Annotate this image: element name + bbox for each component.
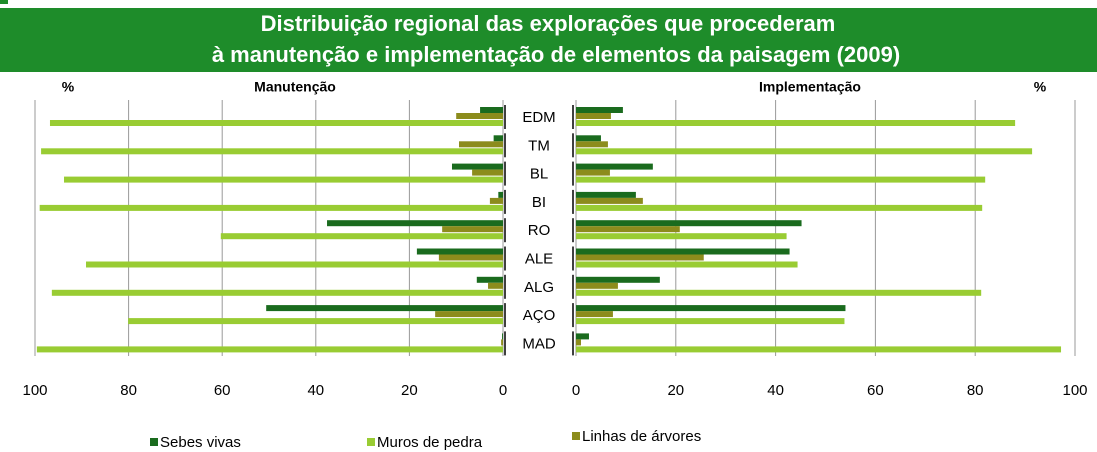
- x-tick-label: 20: [667, 382, 684, 399]
- bar: [576, 220, 802, 227]
- bar: [128, 318, 503, 325]
- bar: [39, 204, 504, 211]
- x-tick-label: 60: [867, 382, 884, 399]
- bar: [459, 141, 503, 148]
- bar: [64, 176, 504, 183]
- category-label: TM: [528, 137, 550, 154]
- bar: [576, 282, 618, 289]
- bar: [576, 204, 983, 211]
- chart-title: à manutenção e implementação de elemento…: [212, 42, 900, 67]
- bar: [501, 339, 503, 346]
- chart-title: Distribuição regional das explorações qu…: [261, 11, 836, 36]
- panel-title: Manutenção: [254, 79, 336, 95]
- bar: [49, 120, 503, 126]
- bar: [438, 254, 503, 261]
- category-box: [505, 160, 573, 187]
- title-banner: [0, 8, 1097, 72]
- bar: [476, 276, 503, 283]
- bar: [576, 169, 610, 176]
- unit-label: %: [62, 79, 75, 95]
- bar: [576, 248, 790, 255]
- x-tick-label: 0: [499, 382, 507, 399]
- category-label: RO: [528, 222, 551, 239]
- category-label: ALG: [524, 279, 554, 296]
- bar: [488, 282, 503, 289]
- bar: [576, 176, 986, 183]
- bar: [576, 311, 613, 318]
- bar: [266, 305, 503, 312]
- x-tick-label: 20: [401, 382, 418, 399]
- bar: [480, 107, 503, 113]
- bar: [576, 261, 798, 268]
- bar: [576, 148, 1033, 155]
- category-label: BL: [530, 166, 548, 183]
- bar: [502, 333, 503, 340]
- x-tick-label: 0: [572, 382, 580, 399]
- legend-swatch: [367, 438, 375, 446]
- legend-label: Linhas de árvores: [582, 428, 701, 445]
- legend-label: Muros de pedra: [377, 434, 483, 451]
- category-box: [505, 330, 573, 357]
- x-tick-label: 40: [307, 382, 324, 399]
- panel-title: Implementação: [759, 79, 861, 95]
- category-box: [505, 188, 573, 215]
- bar: [576, 135, 601, 142]
- bar: [576, 339, 581, 346]
- legend-swatch: [150, 438, 158, 446]
- legend-label: Sebes vivas: [160, 434, 241, 451]
- bar: [51, 289, 504, 296]
- bar: [576, 107, 623, 113]
- bar: [86, 261, 504, 268]
- bar: [416, 248, 503, 255]
- category-box: [505, 132, 573, 159]
- x-tick-label: 100: [1062, 382, 1087, 399]
- bar: [576, 197, 643, 204]
- bar: [327, 220, 503, 227]
- bar: [576, 289, 982, 296]
- category-label: MAD: [522, 335, 556, 352]
- bar: [576, 305, 846, 312]
- bar: [41, 148, 504, 155]
- x-tick-label: 80: [120, 382, 137, 399]
- x-tick-label: 60: [214, 382, 231, 399]
- unit-label: %: [1034, 79, 1047, 95]
- bar: [489, 197, 503, 204]
- category-box: [505, 104, 573, 130]
- bar: [576, 346, 1062, 353]
- x-tick-label: 80: [967, 382, 984, 399]
- bar: [576, 254, 704, 261]
- category-box: [505, 273, 573, 300]
- x-tick-label: 100: [22, 382, 47, 399]
- category-label: EDM: [522, 109, 555, 126]
- bar: [442, 226, 503, 233]
- bar: [576, 163, 653, 170]
- category-label: AÇO: [523, 307, 556, 324]
- category-box: [505, 245, 573, 272]
- bar: [498, 191, 503, 198]
- bar: [220, 233, 503, 240]
- bar: [456, 113, 503, 119]
- corner-mark: [0, 0, 8, 4]
- category-label: ALE: [525, 250, 553, 267]
- bar: [451, 163, 503, 170]
- bar: [493, 135, 503, 142]
- bar: [576, 141, 608, 148]
- bar: [576, 113, 611, 119]
- bar: [576, 233, 787, 240]
- bar: [435, 311, 503, 318]
- category-label: BI: [532, 194, 546, 211]
- category-box: [505, 302, 573, 329]
- category-box: [505, 217, 573, 244]
- bar: [576, 226, 680, 233]
- bar: [576, 333, 589, 340]
- legend-swatch: [572, 432, 580, 440]
- bar: [576, 276, 660, 283]
- bar: [472, 169, 503, 176]
- bar: [36, 346, 503, 353]
- x-tick-label: 40: [767, 382, 784, 399]
- bar: [576, 318, 845, 325]
- bar: [576, 120, 1016, 126]
- bar: [576, 191, 636, 198]
